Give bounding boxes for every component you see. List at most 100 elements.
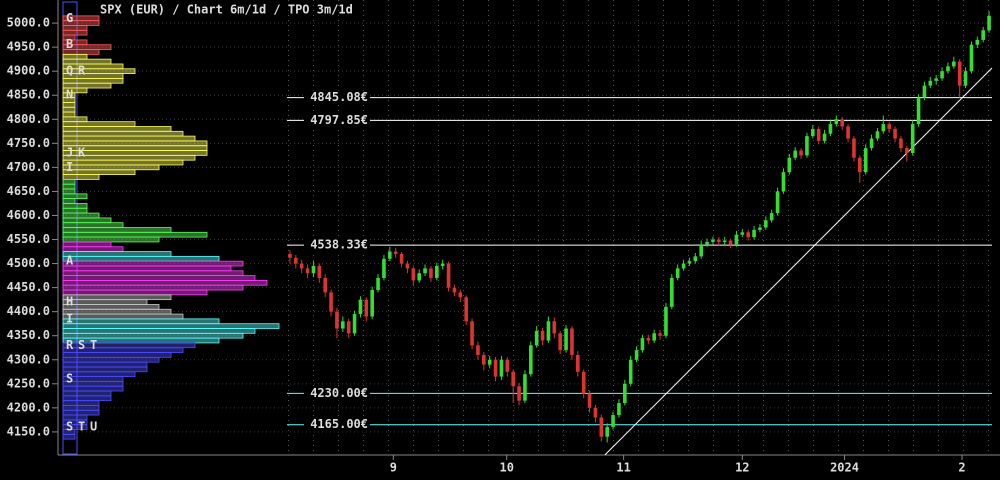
- candle-body: [705, 241, 709, 245]
- candle-body: [869, 138, 874, 149]
- chart-title: SPX (EUR) / Chart 6m/1d / TPO 3m/1d: [100, 3, 353, 17]
- y-tick-label: 4750.0: [7, 136, 50, 150]
- tpo-row: [62, 212, 100, 219]
- candle-body: [511, 371, 515, 387]
- candle-body: [517, 386, 521, 401]
- tpo-row: [62, 385, 124, 392]
- candle-body: [922, 85, 927, 98]
- candle-body: [370, 290, 374, 317]
- tpo-letter: I: [66, 311, 78, 325]
- candle-body: [675, 268, 680, 279]
- candle-body: [440, 263, 445, 266]
- candle-body: [540, 330, 545, 341]
- tpo-row: [62, 135, 196, 142]
- tpo-row: [62, 77, 124, 84]
- candle-body: [787, 157, 792, 173]
- y-tick-label: 4250.0: [7, 376, 50, 390]
- x-tick-label: 9: [390, 461, 397, 475]
- tpo-row: [62, 111, 76, 118]
- candle-body: [987, 15, 991, 31]
- candle-body: [505, 359, 510, 372]
- tpo-row: [62, 183, 76, 190]
- tpo-row: [62, 102, 76, 108]
- candle-body: [341, 321, 345, 329]
- candle-body: [564, 328, 568, 351]
- candle-body: [429, 268, 433, 279]
- tpo-row: [62, 284, 244, 291]
- candle-body: [963, 71, 968, 86]
- candle-body: [487, 359, 492, 365]
- level-label: 4797.85€: [310, 113, 368, 127]
- tpo-letter: STU: [66, 420, 102, 434]
- y-tick-label: 4200.0: [7, 400, 50, 414]
- y-tick-label: 4800.0: [7, 112, 50, 126]
- level-label-bg: [304, 90, 370, 105]
- candle-body: [981, 30, 985, 40]
- x-tick-label: 2: [958, 461, 965, 475]
- candle-body: [740, 232, 745, 235]
- tpo-row: [62, 289, 208, 296]
- candle-body: [452, 287, 457, 293]
- level-label: 4538.33€: [310, 238, 368, 252]
- tpo-row: [62, 203, 88, 209]
- tpo-row: [62, 308, 172, 315]
- candle-body: [358, 299, 363, 315]
- candle-body: [329, 292, 333, 312]
- candle-body: [388, 251, 392, 259]
- candle-body: [910, 124, 915, 153]
- candle-body: [746, 232, 750, 238]
- candle-body: [711, 239, 715, 242]
- tpo-row: [62, 323, 280, 329]
- y-tick-label: 4500.0: [7, 256, 50, 270]
- candle-body: [764, 220, 768, 228]
- candle-body: [311, 265, 316, 274]
- y-tick-label: 4400.0: [7, 304, 50, 318]
- level-label: 4230.00€: [310, 386, 368, 400]
- tpo-letter: QR: [66, 64, 90, 78]
- candle-body: [928, 80, 933, 86]
- y-tick-label: 4850.0: [7, 88, 50, 102]
- tpo-row: [62, 193, 88, 200]
- candle-body: [670, 278, 674, 307]
- candle-body: [658, 333, 662, 336]
- candle-body: [975, 39, 980, 45]
- candle-body: [405, 263, 410, 269]
- candle-body: [822, 133, 827, 141]
- tpo-row: [62, 121, 136, 127]
- candle-body: [640, 338, 645, 351]
- candle-body: [558, 333, 562, 351]
- candle-body: [605, 427, 609, 437]
- candle-body: [611, 415, 615, 428]
- candle-body: [863, 148, 868, 173]
- candle-body: [382, 258, 386, 279]
- candle-body: [317, 265, 322, 279]
- candle-body: [570, 328, 574, 355]
- tpo-row: [62, 356, 160, 363]
- candle-body: [828, 124, 833, 134]
- candle-body: [846, 126, 850, 139]
- tpo-letter: N: [66, 88, 78, 102]
- candle-body: [722, 240, 727, 242]
- x-tick-label: 12: [735, 461, 749, 475]
- candle-body: [435, 265, 439, 279]
- tpo-row: [62, 207, 88, 214]
- level-label-bg: [304, 238, 370, 253]
- tpo-row: [62, 198, 76, 204]
- candle-body: [417, 273, 421, 281]
- tpo-row: [62, 395, 112, 402]
- tpo-row: [62, 159, 184, 166]
- tpo-row: [62, 126, 172, 132]
- candle-body: [587, 393, 592, 408]
- candle-body: [299, 263, 304, 269]
- candle-body: [593, 407, 598, 418]
- tpo-row: [62, 188, 76, 195]
- tpo-row: [62, 246, 124, 252]
- candle-body: [905, 148, 909, 153]
- candle-body: [969, 44, 974, 72]
- candle-body: [834, 119, 839, 125]
- candle-body: [376, 278, 380, 291]
- candle-body: [423, 268, 427, 274]
- candle-body: [693, 256, 698, 262]
- candle-body: [305, 268, 310, 274]
